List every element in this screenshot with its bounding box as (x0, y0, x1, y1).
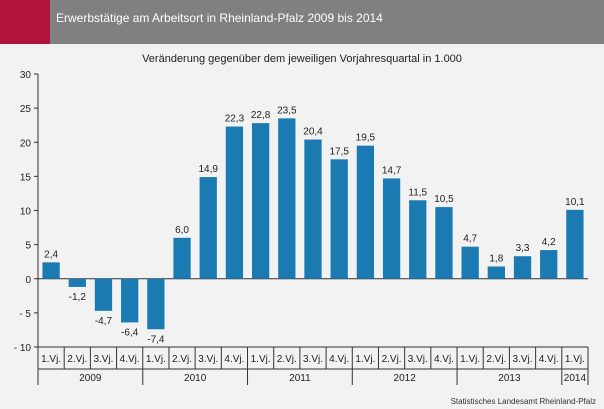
y-tick-label: 0 (25, 275, 31, 286)
y-tick-label: 15 (20, 172, 32, 183)
bar (94, 278, 113, 311)
data-label: 3,3 (516, 243, 530, 254)
axes: 30 25 20 15 10 5 0 - 5 - 10 (14, 70, 588, 354)
bar (382, 178, 401, 279)
bar (199, 177, 217, 279)
category-label: 4.Vj. (434, 354, 454, 365)
category-label: 2.Vj. (277, 354, 297, 365)
data-label: 4,7 (463, 234, 477, 245)
year-label: 2012 (394, 373, 417, 384)
category-label: 3.Vj. (93, 354, 113, 365)
bar (173, 237, 191, 279)
data-label: 11,5 (408, 187, 427, 198)
y-tick-label: 10 (20, 207, 32, 218)
bar (487, 266, 505, 279)
y-tick-label: 20 (20, 138, 32, 149)
data-label: -4,7 (95, 316, 113, 327)
category-label: 2.Vj. (486, 354, 506, 365)
category-label: 1.Vj. (565, 354, 585, 365)
category-label: 3.Vj. (303, 354, 323, 365)
bar (330, 159, 348, 279)
bar (42, 262, 60, 279)
bar (68, 278, 86, 287)
category-label: 1.Vj. (146, 354, 166, 365)
header-bar (0, 0, 604, 44)
bar (147, 278, 165, 330)
data-label: 6,0 (175, 225, 189, 236)
data-label: 10,1 (565, 197, 585, 208)
data-labels: 2,4 -1,2 -4,7 -6,4 -7,4 6,0 14,9 22,3 22,8 23,5 20… (44, 105, 585, 345)
data-label: 19,5 (356, 133, 376, 144)
category-label: 4.Vj. (224, 354, 244, 365)
data-label: -6,4 (121, 327, 139, 338)
data-label: 20,4 (303, 127, 323, 138)
category-label: 1.Vj. (460, 354, 480, 365)
year-label: 2013 (498, 373, 521, 384)
data-label: 2,4 (44, 249, 58, 260)
category-label: 2.Vj. (172, 354, 192, 365)
bar (121, 278, 139, 323)
data-label: -7,4 (147, 334, 165, 345)
category-label: 1.Vj. (251, 354, 271, 365)
category-label: 3.Vj. (408, 354, 428, 365)
data-label: 23,5 (277, 105, 297, 116)
data-label: 4,2 (542, 237, 556, 248)
bar (304, 139, 322, 279)
bar (356, 145, 375, 279)
category-label: 4.Vj. (329, 354, 349, 365)
bar (513, 256, 532, 279)
category-label: 1.Vj. (41, 354, 61, 365)
bar (566, 209, 584, 279)
y-tick-label: 5 (25, 241, 31, 252)
bar (461, 246, 479, 279)
category-label: 3.Vj. (198, 354, 218, 365)
y-tick-label: 30 (20, 70, 32, 81)
data-label: 14,9 (199, 164, 219, 175)
bar (251, 123, 270, 279)
data-label: 10,5 (434, 194, 454, 205)
data-label: 1,8 (489, 253, 503, 264)
bar (225, 126, 244, 279)
x-axis: 1.Vj. 2.Vj. 3.Vj. 4.Vj. 1.Vj. 2.Vj. 3.Vj. 4.Vj.… (37, 346, 589, 385)
bar (540, 250, 558, 279)
data-label: 17,5 (329, 146, 349, 157)
category-label: 2.Vj. (67, 354, 87, 365)
data-label: -1,2 (69, 292, 87, 303)
source-note: Statistisches Landesamt Rheinland-Pfalz (450, 397, 596, 406)
category-label: 4.Vj. (120, 354, 140, 365)
data-label: 22,8 (251, 110, 271, 121)
year-label: 2009 (79, 373, 102, 384)
category-label: 1.Vj. (355, 354, 375, 365)
year-label: 2014 (564, 373, 587, 384)
data-label: 14,7 (382, 165, 402, 176)
chart-title: Erwerbstätige am Arbeitsort in Rheinland… (56, 11, 383, 25)
bar (435, 207, 453, 279)
bars (42, 118, 584, 330)
category-label: 2.Vj. (382, 354, 402, 365)
y-tick-label: - 5 (19, 309, 31, 320)
year-label: 2011 (289, 373, 311, 384)
y-tick-label: - 10 (14, 343, 32, 354)
bar (278, 118, 296, 279)
data-label: 22,3 (225, 114, 245, 125)
bar (409, 200, 427, 279)
category-label: 3.Vj. (513, 354, 533, 365)
year-label: 2010 (184, 373, 207, 384)
chart-subtitle: Veränderung gegenüber dem jeweiligen Vor… (142, 53, 462, 65)
y-tick-label: 25 (20, 104, 32, 115)
category-label: 4.Vj. (539, 354, 559, 365)
header-accent (0, 0, 50, 44)
